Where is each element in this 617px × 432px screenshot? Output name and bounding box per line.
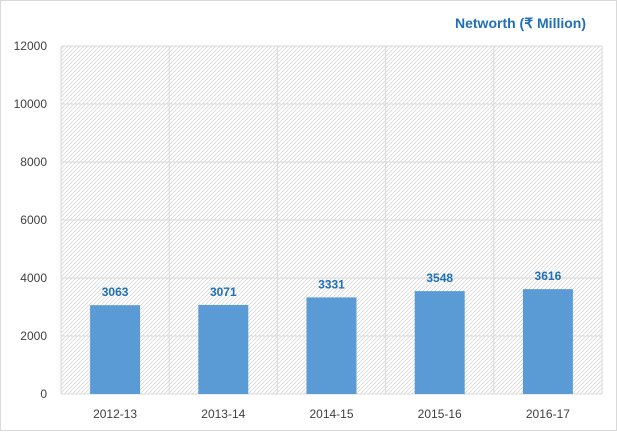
data-label: 3616 [535, 269, 562, 283]
data-label: 3331 [318, 277, 345, 291]
data-label: 3071 [210, 285, 237, 299]
data-label: 3063 [102, 285, 129, 299]
y-tick-label: 10000 [14, 97, 48, 111]
y-tick-label: 2000 [20, 329, 47, 343]
y-axis-ticks: 0 2000 4000 6000 8000 10000 12000 [14, 39, 48, 401]
x-tick-label: 2013-14 [201, 407, 245, 421]
data-labels: 3063 3071 3331 3548 3616 [102, 269, 562, 299]
y-tick-label: 6000 [20, 213, 47, 227]
y-tick-label: 8000 [20, 155, 47, 169]
x-axis-ticks: 2012-13 2013-14 2014-15 2015-16 2016-17 [93, 407, 570, 421]
x-tick-label: 2015-16 [418, 407, 462, 421]
bar [90, 305, 141, 394]
bars [90, 289, 573, 394]
x-tick-label: 2012-13 [93, 407, 137, 421]
bar [198, 304, 249, 394]
x-tick-label: 2016-17 [526, 407, 570, 421]
bar [414, 291, 465, 394]
y-tick-label: 4000 [20, 271, 47, 285]
bar [522, 289, 573, 394]
y-tick-label: 0 [40, 387, 47, 401]
y-tick-label: 12000 [14, 39, 48, 53]
x-tick-label: 2014-15 [309, 407, 353, 421]
data-label: 3548 [426, 271, 453, 285]
bar [306, 297, 357, 394]
chart-title: Networth (₹ Million) [455, 15, 586, 31]
